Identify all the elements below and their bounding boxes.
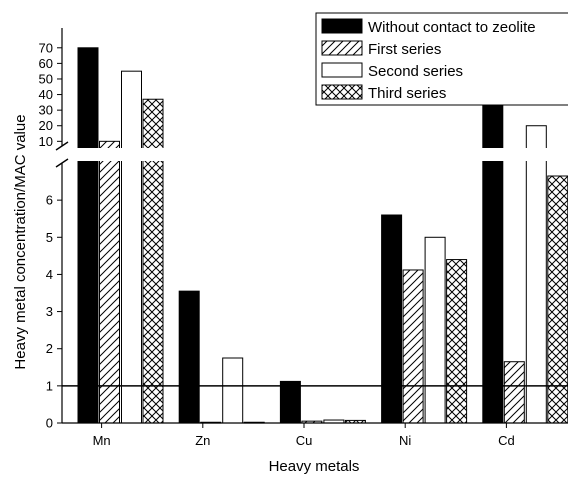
bar-cu-series-1 bbox=[279, 380, 301, 424]
y-tick-label: 0 bbox=[46, 416, 53, 431]
y-tick-label: 6 bbox=[46, 193, 53, 208]
legend-swatch-series-3 bbox=[321, 62, 363, 78]
bar-cd-series-1 bbox=[482, 98, 504, 424]
y-tick-label: 20 bbox=[39, 118, 53, 133]
bar-mn-series-1 bbox=[77, 47, 99, 424]
y-tick-label: 40 bbox=[39, 87, 53, 102]
legend-label-series-3: Second series bbox=[368, 63, 463, 80]
legend-label-series-2: First series bbox=[368, 41, 441, 58]
y-tick-label: 60 bbox=[39, 56, 53, 71]
x-tick-label-cu: Cu bbox=[296, 433, 313, 448]
bar-cd-series-3 bbox=[525, 125, 547, 424]
bar-mn-series-3 bbox=[121, 70, 142, 424]
bar-ni-series-4 bbox=[446, 259, 468, 424]
legend-label-series-1: Without contact to zeolite bbox=[368, 19, 536, 36]
bar-zn-series-1 bbox=[178, 290, 200, 424]
bar-mn-series-4 bbox=[142, 98, 164, 424]
bar-mn-series-2 bbox=[99, 140, 120, 424]
x-tick-label-zn: Zn bbox=[195, 433, 210, 448]
legend-label-series-4: Third series bbox=[368, 85, 446, 102]
bar-ni-series-3 bbox=[424, 236, 446, 424]
y-tick-label: 70 bbox=[39, 40, 53, 55]
y-tick-label: 2 bbox=[46, 341, 53, 356]
x-tick-label-cd: Cd bbox=[498, 433, 515, 448]
bar-ni-series-2 bbox=[402, 269, 424, 424]
y-tick-label: 50 bbox=[39, 71, 53, 86]
y-tick-label: 5 bbox=[46, 230, 53, 245]
legend-swatch-series-4 bbox=[321, 84, 363, 100]
y-tick-label: 10 bbox=[39, 134, 53, 149]
x-axis-label: Heavy metals bbox=[269, 458, 360, 475]
y-tick-label: 30 bbox=[39, 103, 53, 118]
x-tick-label-ni: Ni bbox=[399, 433, 411, 448]
axis-break-mark bbox=[55, 158, 69, 168]
axis-break-mark bbox=[55, 141, 69, 151]
axis-break-gap bbox=[54, 148, 568, 161]
y-tick-label: 1 bbox=[46, 378, 53, 393]
x-tick-label-mn: Mn bbox=[93, 433, 111, 448]
bar-cd-series-2 bbox=[503, 361, 525, 424]
y-axis-label: Heavy metal concentration/MAC value bbox=[12, 114, 29, 369]
bar-zn-series-3 bbox=[222, 357, 244, 424]
y-tick-label: 4 bbox=[46, 267, 53, 282]
bar-ni-series-1 bbox=[381, 214, 403, 424]
legend-swatch-series-1 bbox=[321, 18, 363, 34]
y-tick-label: 3 bbox=[46, 304, 53, 319]
legend-swatch-series-2 bbox=[321, 40, 363, 56]
